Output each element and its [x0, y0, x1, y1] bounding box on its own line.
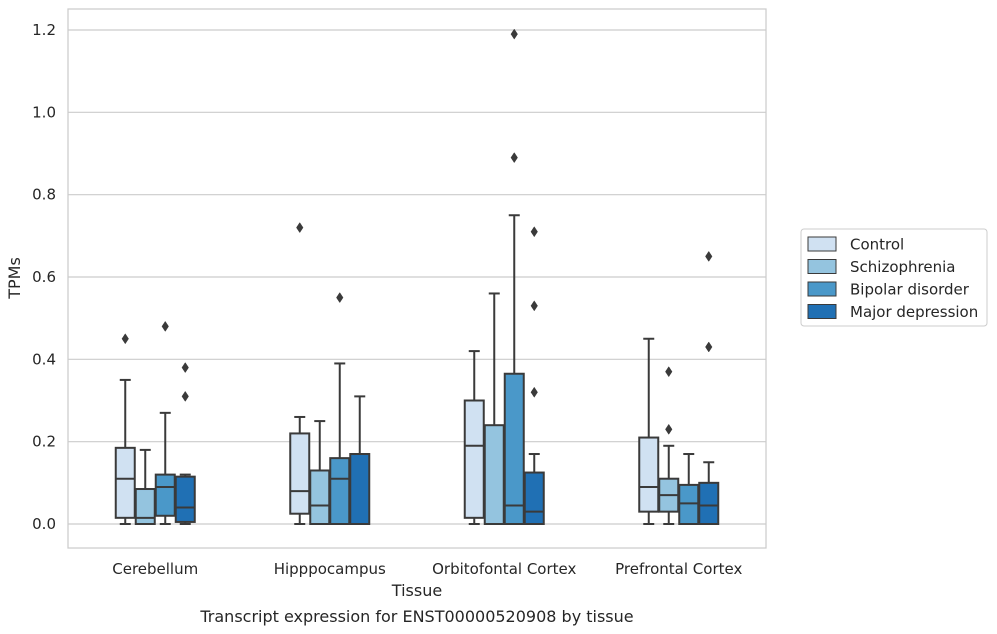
- plot-frame: [67, 8, 767, 549]
- box-iqr: [678, 483, 700, 525]
- box-schizophrenia: [134, 448, 156, 525]
- box-schizophrenia: [483, 292, 505, 526]
- legend-frame: [800, 228, 988, 327]
- box-iqr: [463, 399, 485, 519]
- legend-swatch: [807, 304, 837, 319]
- legend-label: Control: [850, 236, 904, 254]
- box-iqr: [483, 424, 505, 526]
- y-tick-label: 1.2: [32, 21, 56, 39]
- box-iqr: [289, 432, 311, 515]
- outlier-point: [510, 152, 518, 164]
- outlier-point: [296, 222, 304, 234]
- y-axis-label: TPMs: [5, 257, 24, 300]
- box-iqr: [503, 372, 525, 525]
- legend-swatch: [807, 236, 837, 252]
- legend-swatch: [807, 259, 837, 274]
- box-iqr: [349, 453, 371, 525]
- box-iqr: [698, 481, 720, 526]
- x-tick-label: Orbitofontal Cortex: [432, 560, 576, 578]
- box-iqr: [174, 475, 196, 523]
- y-tick-labels: 0.0 0.2 0.4 0.6 0.8 1.0 1.2: [32, 21, 56, 533]
- legend-label: Bipolar disorder: [850, 281, 970, 299]
- box-iqr: [329, 457, 351, 525]
- outlier-point: [510, 28, 518, 40]
- y-tick-label: 0.0: [32, 515, 56, 533]
- box-iqr: [523, 471, 545, 525]
- outlier-point: [530, 226, 538, 238]
- box-bipolar-disorder: [154, 320, 176, 525]
- outlier-point: [181, 362, 189, 374]
- box-bipolar-disorder: [329, 292, 351, 525]
- x-tick-label: Prefrontal Cortex: [615, 560, 742, 578]
- outlier-point: [181, 390, 189, 402]
- box-schizophrenia: [309, 420, 331, 526]
- x-tick-label: Hipppocampus: [274, 560, 386, 578]
- box-iqr: [114, 446, 136, 519]
- y-tick-label: 0.8: [32, 186, 56, 204]
- outlier-point: [530, 300, 538, 312]
- outlier-point: [336, 292, 344, 304]
- outlier-point: [665, 366, 673, 378]
- box-major-depression: [349, 395, 371, 525]
- boxes: [114, 28, 720, 526]
- legend-label: Schizophrenia: [850, 258, 955, 276]
- x-axis-label: Tissue: [391, 581, 442, 600]
- y-tick-label: 0.2: [32, 433, 56, 451]
- box-schizophrenia: [658, 366, 680, 525]
- chart-caption: Transcript expression for ENST0000052090…: [199, 607, 633, 626]
- x-tick-label: Cerebellum: [112, 560, 198, 578]
- legend-label: Major depression: [850, 303, 978, 321]
- outlier-point: [705, 341, 713, 353]
- box-control: [638, 337, 660, 525]
- box-control: [114, 333, 136, 525]
- box-major-depression: [174, 362, 196, 525]
- box-bipolar-disorder: [503, 28, 525, 525]
- outlier-point: [161, 320, 169, 332]
- outlier-point: [665, 423, 673, 435]
- box-bipolar-disorder: [678, 453, 700, 525]
- outlier-point: [705, 250, 713, 262]
- grid-lines: [68, 29, 766, 525]
- outlier-point: [121, 333, 129, 345]
- x-tick-labels: Cerebellum Hipppocampus Orbitofontal Corte…: [112, 560, 742, 578]
- legend: Control Schizophrenia Bipolar disorder Majo…: [800, 228, 988, 327]
- box-control: [463, 350, 485, 525]
- box-control: [289, 222, 311, 525]
- y-tick-label: 0.4: [32, 350, 56, 368]
- outlier-point: [530, 386, 538, 398]
- y-tick-label: 1.0: [32, 103, 56, 121]
- box-major-depression: [698, 250, 720, 526]
- y-tick-label: 0.6: [32, 268, 56, 286]
- box-iqr: [309, 469, 331, 526]
- box-major-depression: [523, 226, 545, 525]
- legend-swatch: [807, 281, 837, 297]
- box-iqr: [154, 473, 176, 517]
- box-iqr: [638, 436, 660, 513]
